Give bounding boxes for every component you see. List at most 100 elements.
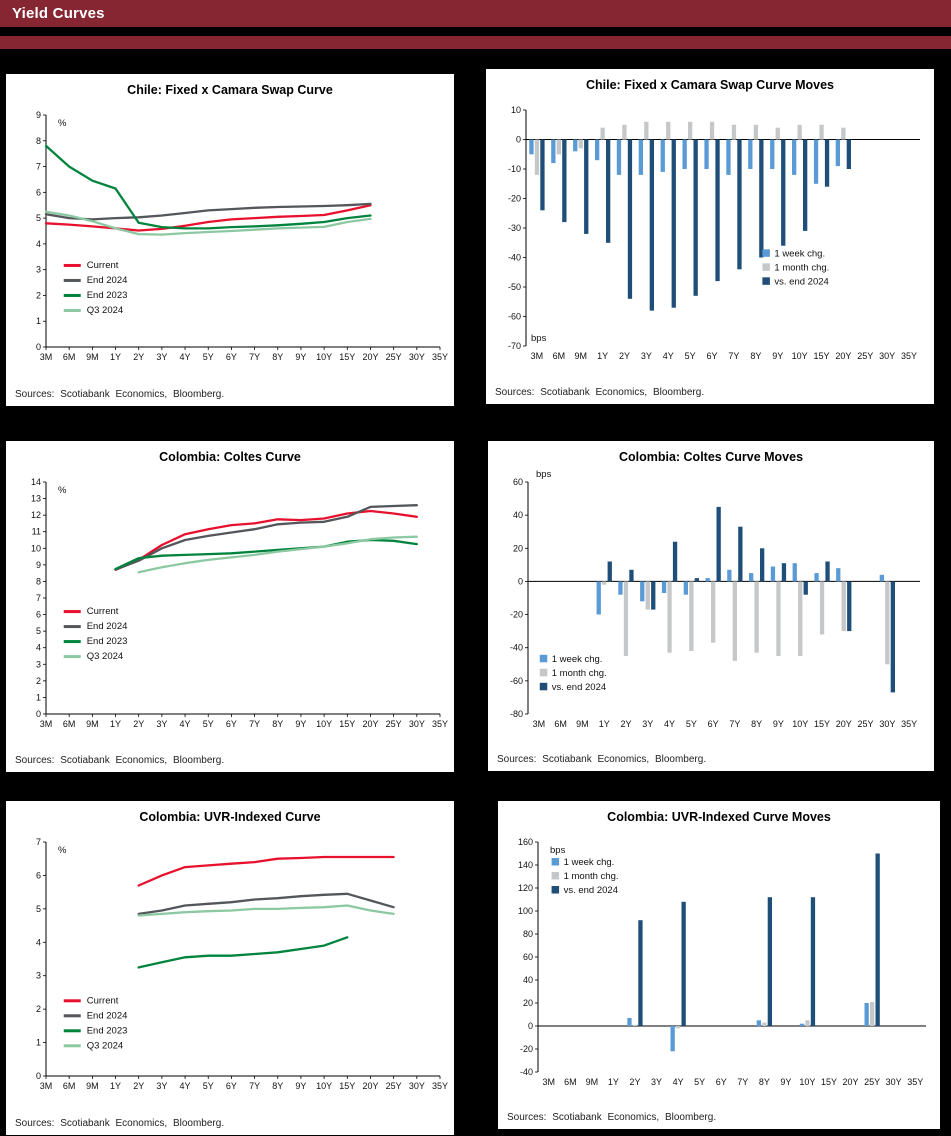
svg-text:%: % [58,485,67,496]
svg-text:1Y: 1Y [597,351,608,361]
svg-text:2Y: 2Y [133,719,144,729]
svg-text:0: 0 [516,135,521,145]
svg-text:20Y: 20Y [362,352,378,362]
svg-text:4Y: 4Y [180,719,191,729]
svg-text:3Y: 3Y [156,1081,167,1091]
svg-text:10: 10 [31,543,41,553]
svg-text:6Y: 6Y [707,351,718,361]
svg-text:30Y: 30Y [879,351,895,361]
svg-text:8Y: 8Y [750,351,761,361]
svg-text:7: 7 [36,162,41,172]
svg-text:80: 80 [523,929,533,939]
svg-text:2Y: 2Y [133,1081,144,1091]
svg-text:7Y: 7Y [728,351,739,361]
svg-text:35Y: 35Y [907,1077,923,1087]
svg-text:30Y: 30Y [886,1077,902,1087]
svg-text:2Y: 2Y [619,351,630,361]
svg-text:3M: 3M [40,352,53,362]
svg-text:3Y: 3Y [156,352,167,362]
svg-text:13: 13 [31,494,41,504]
svg-text:Current: Current [87,995,119,1006]
chart-canvas-chile-swap-curve: 0 1 2 3 4 5 6 7 8 9 3M 6M 9M 1Y 2Y 3Y 4Y 5Y 6Y 7Y 8Y 9Y 10Y 15Y… [36,110,448,362]
svg-text:160: 160 [518,837,533,847]
svg-text:1Y: 1Y [110,1081,121,1091]
chart-canvas-coltes-moves: -80 -60 -40 -20 0 20 40 60 3M 6M 9M 1Y 2Y 3Y 4Y 5Y 6Y 7Y 8… [510,469,920,729]
svg-text:12: 12 [31,510,41,520]
svg-text:6M: 6M [564,1077,577,1087]
chart-canvas-uvr-curve: 0 1 2 3 4 5 6 7 3M 6M 9M 1Y 2Y 3Y 4Y 5Y 6Y 7Y 8Y 9Y 10Y 15Y 20… [36,837,448,1091]
svg-text:40: 40 [513,510,523,520]
svg-text:25Y: 25Y [857,351,873,361]
svg-text:0: 0 [518,576,523,586]
svg-text:Q3 2024: Q3 2024 [87,651,123,662]
svg-text:7Y: 7Y [249,719,260,729]
svg-text:35Y: 35Y [901,351,917,361]
svg-text:6M: 6M [63,719,76,729]
svg-text:Current: Current [87,606,119,617]
svg-text:4Y: 4Y [673,1077,684,1087]
svg-text:25Y: 25Y [858,719,874,729]
svg-text:1: 1 [36,1038,41,1048]
svg-text:-40: -40 [520,1067,533,1077]
svg-text:20Y: 20Y [835,351,851,361]
svg-text:10Y: 10Y [316,719,332,729]
svg-text:6M: 6M [63,1081,76,1091]
chart-panel-uvr-curve: Colombia: UVR-Indexed Curve 0 1 2 3 4 5 6 7 3M 6M… [5,800,455,1136]
svg-text:6M: 6M [553,351,566,361]
svg-text:Current: Current [87,260,119,271]
svg-text:20Y: 20Y [843,1077,859,1087]
svg-text:2: 2 [36,290,41,300]
svg-text:9Y: 9Y [773,719,784,729]
svg-text:30Y: 30Y [409,719,425,729]
svg-text:Q3 2024: Q3 2024 [87,1040,123,1051]
svg-text:-30: -30 [508,223,521,233]
svg-text:0: 0 [36,342,41,352]
chart-title: Colombia: Coltes Curve Moves [618,450,804,464]
chart-panel-coltes-moves: Colombia: Coltes Curve Moves -80 -60 -40 -2… [487,440,935,772]
svg-text:9Y: 9Y [295,352,306,362]
svg-text:3M: 3M [531,351,544,361]
svg-text:30Y: 30Y [409,1081,425,1091]
svg-text:14: 14 [31,477,41,487]
svg-text:7Y: 7Y [249,352,260,362]
svg-text:4Y: 4Y [180,1081,191,1091]
svg-text:1 month chg.: 1 month chg. [552,668,607,679]
svg-text:4Y: 4Y [663,351,674,361]
svg-text:9M: 9M [86,719,99,729]
svg-text:6M: 6M [554,719,567,729]
svg-text:-10: -10 [508,164,521,174]
svg-text:-80: -80 [510,709,523,719]
svg-text:9M: 9M [576,719,589,729]
svg-text:15Y: 15Y [339,1081,355,1091]
svg-text:9Y: 9Y [780,1077,791,1087]
svg-text:30Y: 30Y [409,352,425,362]
svg-text:%: % [58,845,67,856]
chart-title: Colombia: Coltes Curve [159,450,301,464]
svg-text:End 2024: End 2024 [87,275,128,286]
svg-text:10Y: 10Y [316,1081,332,1091]
svg-text:bps: bps [550,845,566,856]
svg-text:End 2023: End 2023 [87,636,128,647]
svg-text:20Y: 20Y [362,719,378,729]
svg-text:9M: 9M [586,1077,599,1087]
svg-text:End 2023: End 2023 [87,290,128,301]
chart-canvas-chile-swap-moves: -70 -60 -50 -40 -30 -20 -10 0 10 3M 6M 9M 1Y 2Y 3Y 4Y 5Y… [508,105,920,361]
chart-title: Colombia: UVR-Indexed Curve [139,810,321,824]
svg-text:2Y: 2Y [133,352,144,362]
svg-text:5Y: 5Y [694,1077,705,1087]
svg-text:5Y: 5Y [203,719,214,729]
sources-note: Sources: Scotiabank Economics, Bloomberg… [15,755,225,766]
svg-text:5Y: 5Y [686,719,697,729]
svg-text:3M: 3M [40,719,53,729]
svg-text:End 2024: End 2024 [87,1010,128,1021]
svg-text:3: 3 [36,971,41,981]
svg-text:6: 6 [36,187,41,197]
svg-text:1: 1 [36,316,41,326]
chart-panel-chile-swap-curve: Chile: Fixed x Camara Swap Curve 0 1 2 3 4 5 6… [5,73,455,407]
svg-text:3M: 3M [533,719,546,729]
svg-text:1 week chg.: 1 week chg. [564,857,615,868]
svg-text:8Y: 8Y [751,719,762,729]
svg-text:20Y: 20Y [362,1081,378,1091]
svg-text:3: 3 [36,659,41,669]
svg-text:vs. end 2024: vs. end 2024 [774,276,828,287]
